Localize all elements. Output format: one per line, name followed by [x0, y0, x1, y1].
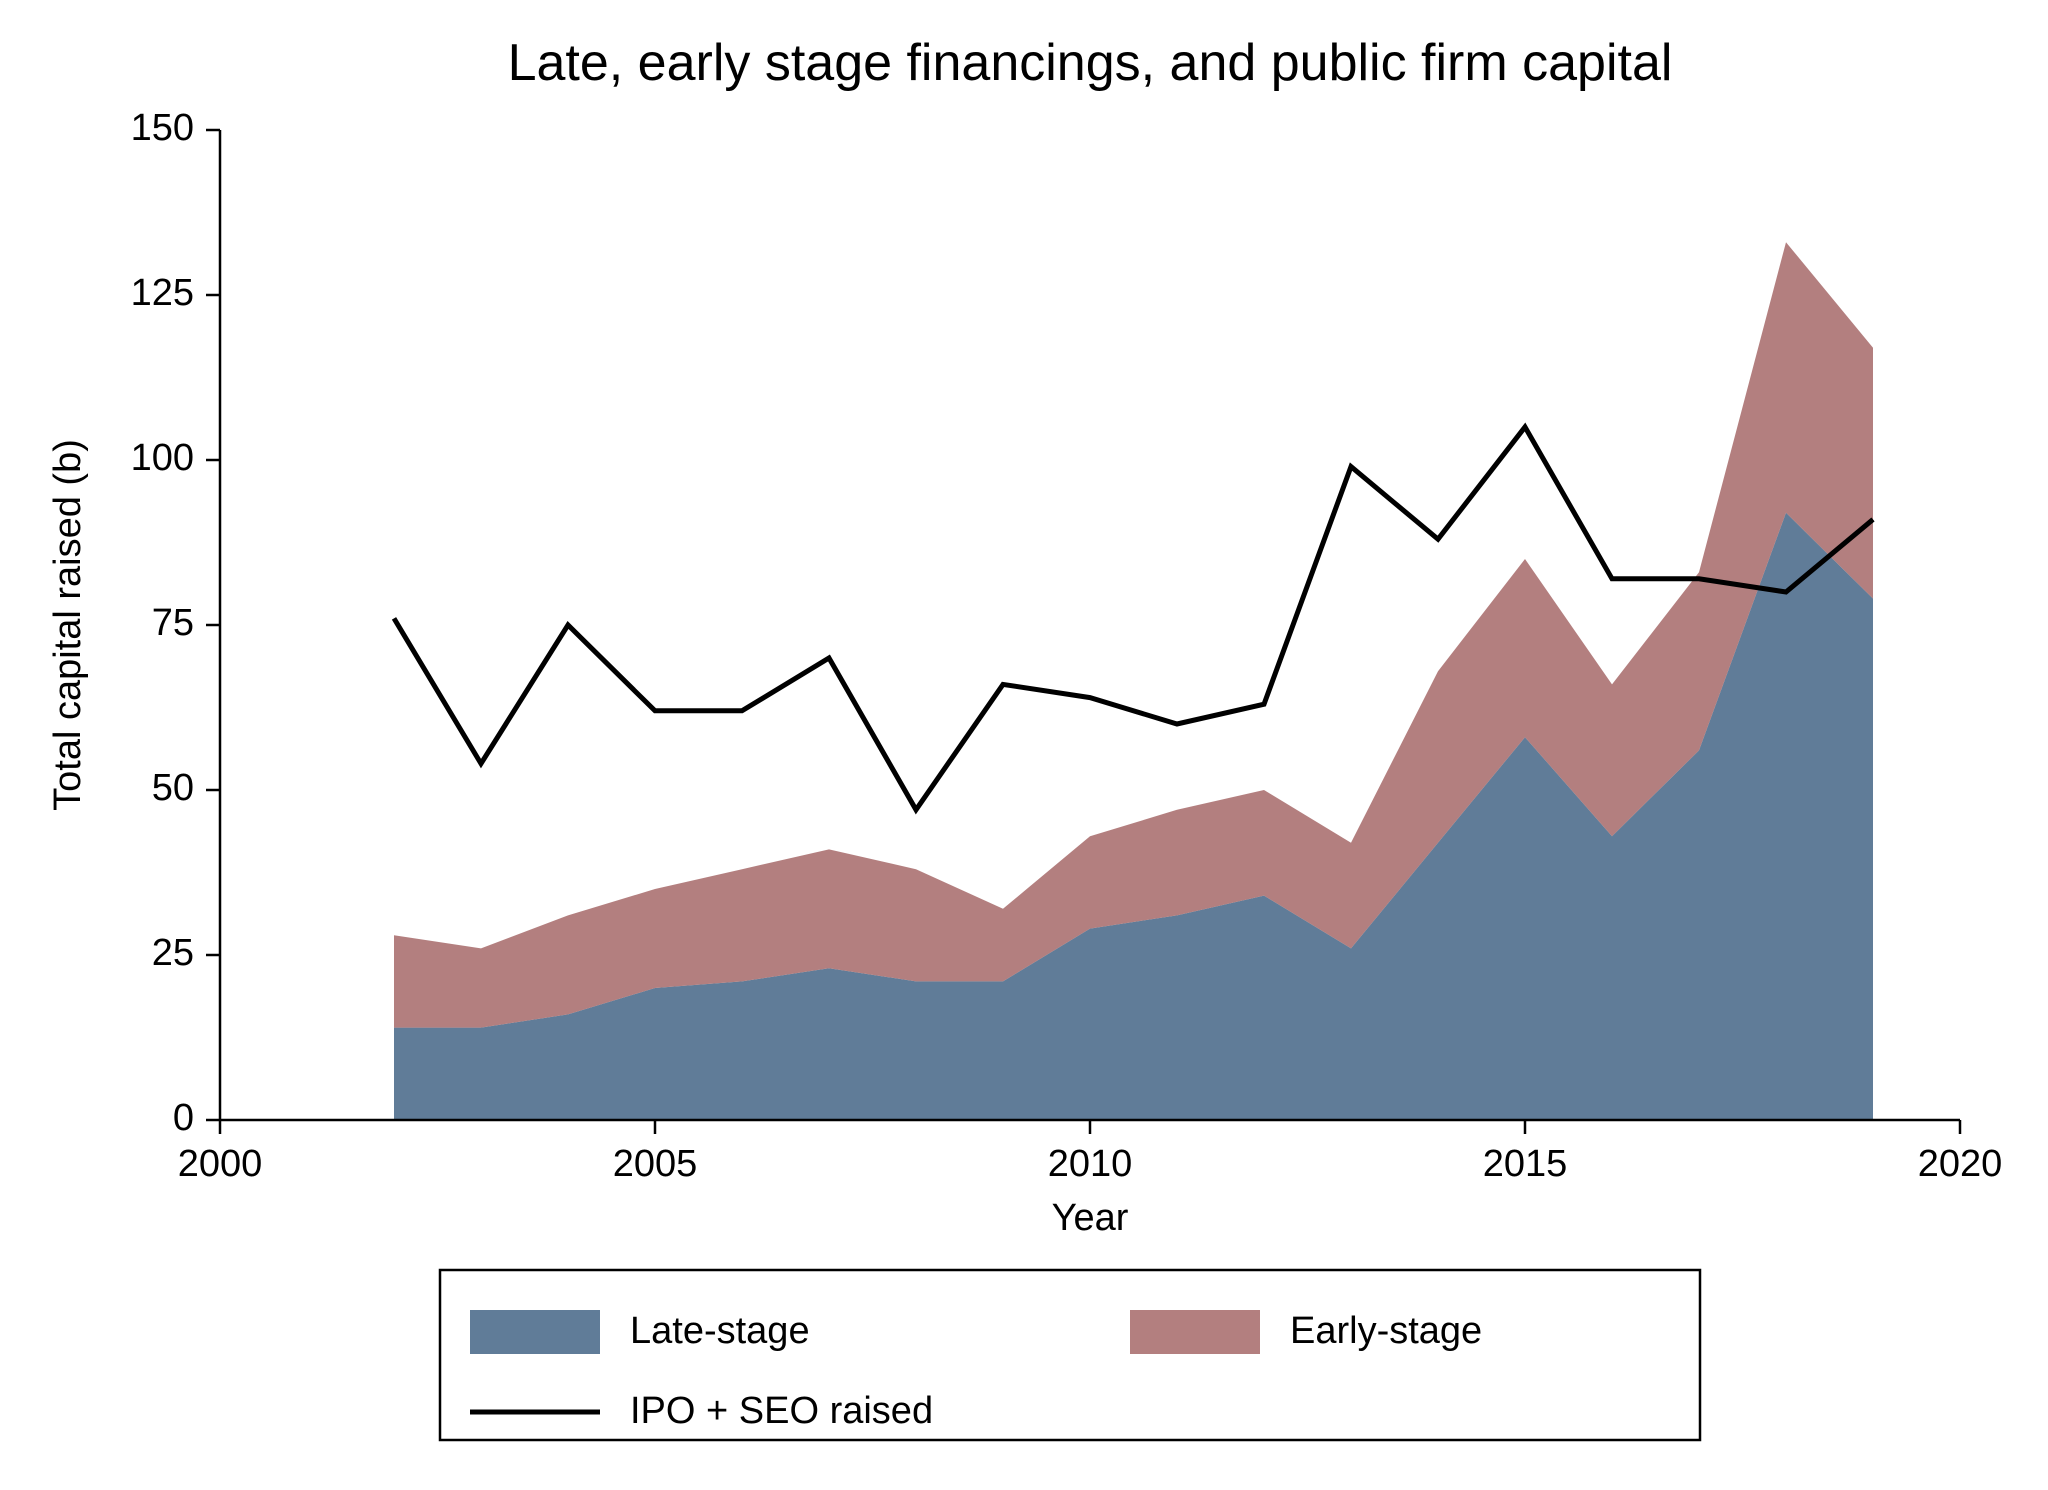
- legend-swatch-late_stage: [470, 1310, 600, 1354]
- y-axis-label: Total capital raised (b): [47, 439, 89, 811]
- y-tick-label: 25: [152, 932, 194, 974]
- y-tick-label: 50: [152, 767, 194, 809]
- y-tick-label: 75: [152, 602, 194, 644]
- x-tick-label: 2010: [1048, 1143, 1133, 1185]
- y-tick-label: 0: [173, 1097, 194, 1139]
- financing-chart: 0 25 50 75 100 125 150 2000 2005 2010 2015 2020 Year…: [0, 0, 2048, 1490]
- y-tick-label: 125: [131, 272, 194, 314]
- legend-box: [440, 1270, 1700, 1440]
- chart-title: Late, early stage financings, and public…: [508, 34, 1673, 92]
- legend-label-early_stage: Early-stage: [1290, 1310, 1482, 1352]
- y-tick-label: 100: [131, 437, 194, 479]
- x-tick-label: 2015: [1483, 1143, 1568, 1185]
- y-tick-label: 150: [131, 107, 194, 149]
- legend-label-ipo_seo: IPO + SEO raised: [630, 1390, 933, 1432]
- legend: Late-stage Early-stage IPO + SEO raised: [440, 1270, 1700, 1440]
- x-tick-label: 2000: [178, 1143, 263, 1185]
- chart-container: 0 25 50 75 100 125 150 2000 2005 2010 2015 2020 Year…: [0, 0, 2048, 1490]
- legend-label-late_stage: Late-stage: [630, 1310, 810, 1352]
- legend-swatch-early_stage: [1130, 1310, 1260, 1354]
- x-tick-label: 2020: [1918, 1143, 2003, 1185]
- x-tick-label: 2005: [613, 1143, 698, 1185]
- x-axis-label: Year: [1052, 1197, 1129, 1239]
